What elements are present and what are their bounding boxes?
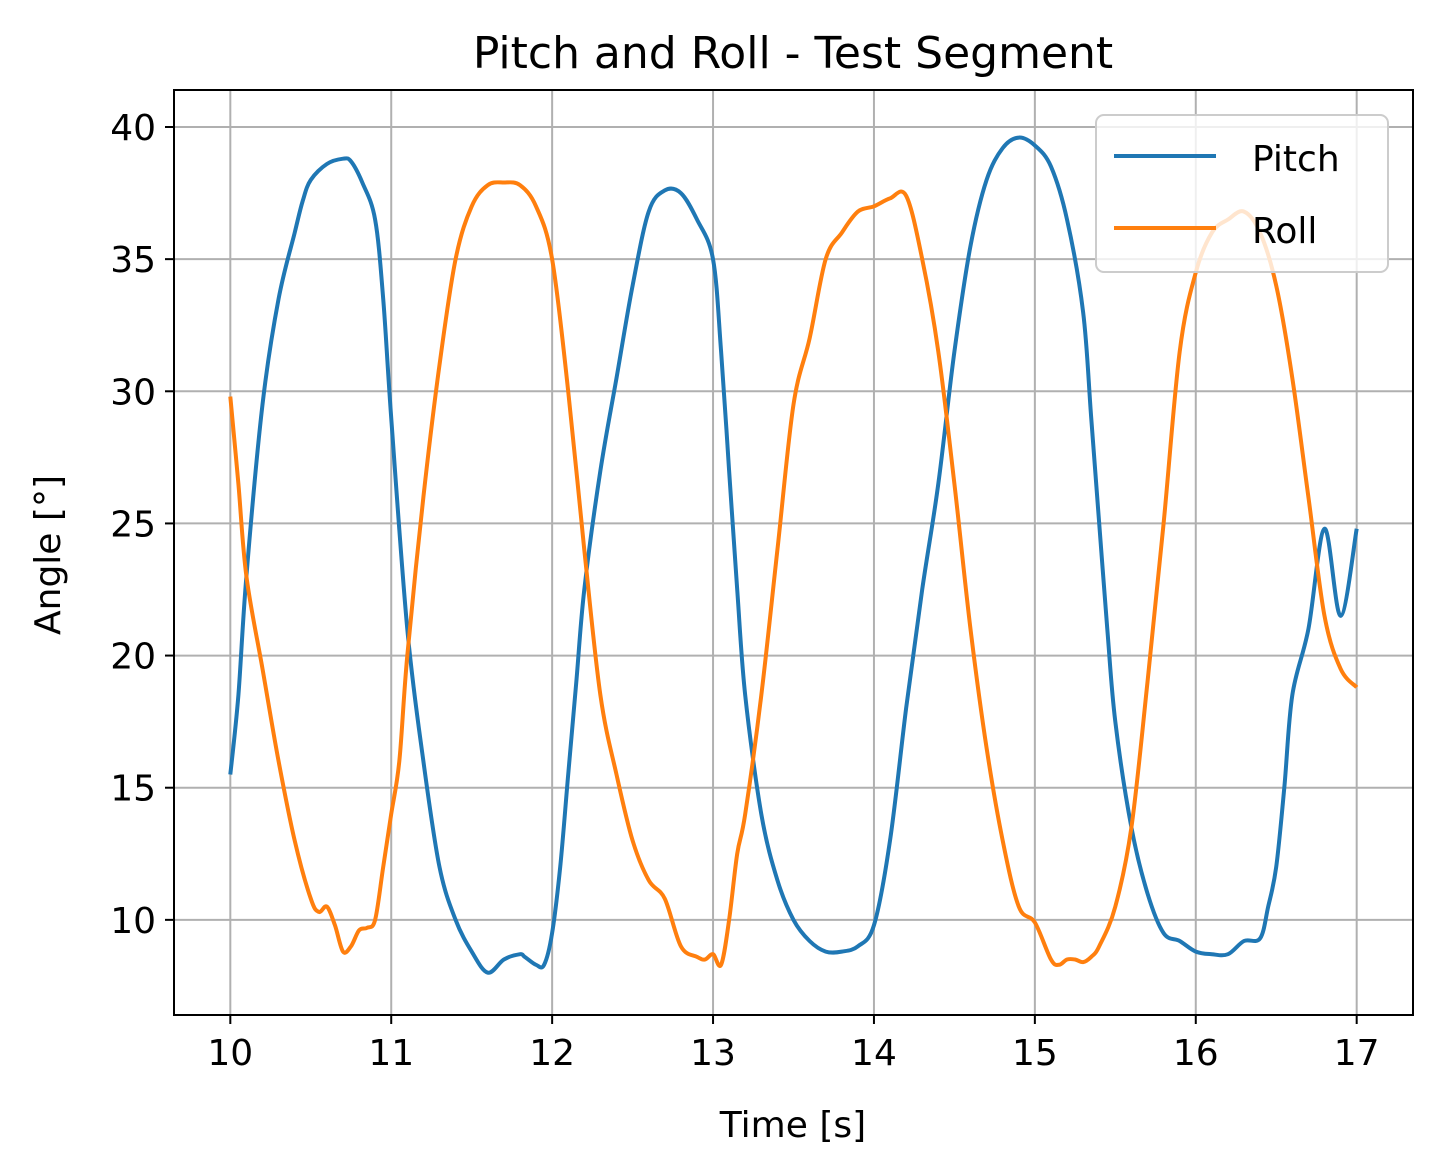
x-tick-label: 10 xyxy=(207,1033,253,1074)
x-axis-label: Time [s] xyxy=(719,1105,866,1146)
series-line-pitch xyxy=(228,135,1359,975)
x-tick-label: 15 xyxy=(1012,1033,1058,1074)
x-tick-label: 16 xyxy=(1173,1033,1219,1074)
y-tick-label: 40 xyxy=(110,108,156,149)
series-layer xyxy=(228,135,1359,975)
y-tick-label: 25 xyxy=(110,504,156,545)
y-tick-label: 35 xyxy=(110,240,156,281)
y-tick-label: 30 xyxy=(110,372,156,413)
x-tick-label: 17 xyxy=(1334,1033,1380,1074)
chart-title: Pitch and Roll - Test Segment xyxy=(473,28,1113,79)
legend-label-pitch: Pitch xyxy=(1252,139,1340,180)
y-axis-label: Angle [°] xyxy=(28,475,69,635)
series-line-roll xyxy=(228,180,1359,969)
legend: Pitch Roll xyxy=(1095,114,1389,273)
legend-box xyxy=(1095,114,1389,273)
x-tick-label: 13 xyxy=(690,1033,736,1074)
tick-layer: 10 11 12 13 14 15 16 17 10 15 20 25 30 35 40 xyxy=(110,108,1379,1074)
x-tick-label: 14 xyxy=(851,1033,897,1074)
y-tick-label: 15 xyxy=(110,769,156,810)
x-tick-label: 12 xyxy=(529,1033,575,1074)
y-tick-label: 20 xyxy=(110,637,156,678)
plot-frame xyxy=(173,89,1414,1016)
x-tick-label: 11 xyxy=(368,1033,414,1074)
legend-label-roll: Roll xyxy=(1252,211,1317,252)
y-tick-label: 10 xyxy=(110,901,156,942)
